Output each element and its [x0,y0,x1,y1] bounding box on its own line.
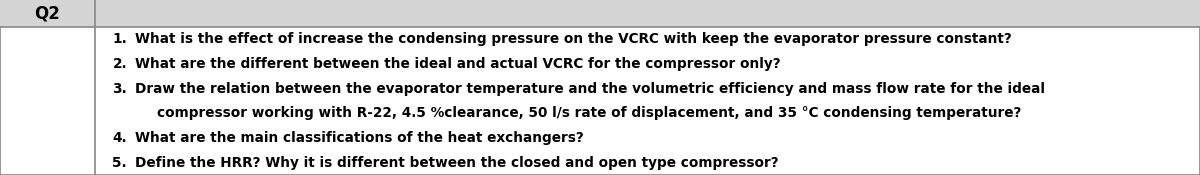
Bar [0,0,95,27]
Text: 4.: 4. [113,131,127,145]
Text: What are the different between the ideal and actual VCRC for the compressor only: What are the different between the ideal… [134,57,781,71]
Text: What is the effect of increase the condensing pressure on the VCRC with keep the: What is the effect of increase the conde… [134,32,1012,46]
Text: Draw the relation between the evaporator temperature and the volumetric efficien: Draw the relation between the evaporator… [134,82,1045,96]
Text: What are the main classifications of the heat exchangers?: What are the main classifications of the… [134,131,583,145]
Text: 2.: 2. [113,57,127,71]
Text: Define the HRR? Why it is different between the closed and open type compressor?: Define the HRR? Why it is different betw… [134,156,779,170]
Bar [0,0,1200,27]
Text: Q2: Q2 [35,5,60,23]
Text: compressor working with R-22, 4.5 %clearance, 50 l/s rate of displacement, and 3: compressor working with R-22, 4.5 %clear… [157,106,1021,120]
Text: 1.: 1. [113,32,127,46]
Text: 5.: 5. [113,156,127,170]
Text: 3.: 3. [113,82,127,96]
